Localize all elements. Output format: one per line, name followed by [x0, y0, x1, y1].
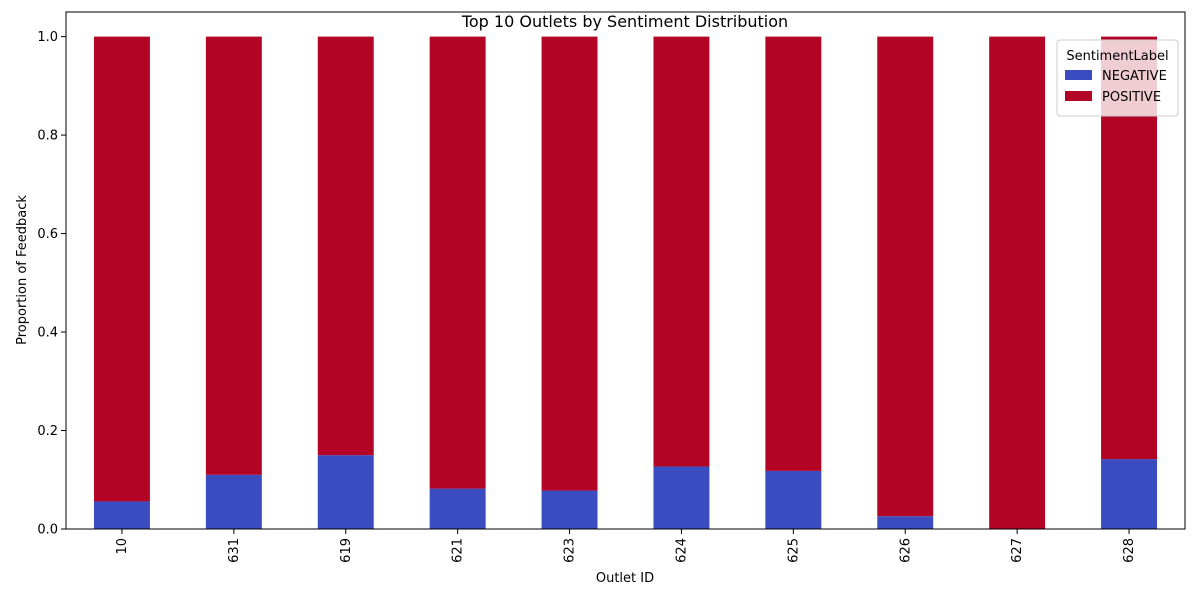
- bar-negative-10: [93, 501, 150, 529]
- bar-negative-628: [1101, 459, 1158, 529]
- bar-positive-631: [205, 36, 262, 475]
- x-tick-label: 623: [563, 538, 578, 563]
- bar-positive-625: [765, 36, 822, 471]
- bar-positive-626: [877, 36, 934, 517]
- bar-positive-627: [989, 36, 1046, 529]
- bar-negative-626: [877, 516, 934, 529]
- x-tick-label: 626: [898, 538, 913, 563]
- bars: [93, 36, 1158, 529]
- y-tick-label: 0.2: [37, 424, 58, 439]
- bar-positive-621: [429, 36, 486, 489]
- plot-frame: [65, 11, 1186, 530]
- x-tick-label: 625: [786, 538, 801, 563]
- bar-positive-619: [317, 36, 374, 456]
- y-tick-label: 0.4: [37, 326, 58, 341]
- bar-positive-624: [653, 36, 710, 467]
- bar-negative-623: [541, 490, 598, 529]
- x-tick-label: 10: [115, 538, 130, 555]
- y-axis: 0.0 0.2 0.4 0.6 0.8 1.0: [37, 30, 66, 538]
- legend-swatch-negative: [1065, 70, 1092, 80]
- x-tick-label: 628: [1122, 538, 1137, 563]
- bar-negative-619: [317, 455, 374, 529]
- legend-label-positive: POSITIVE: [1102, 90, 1161, 105]
- y-tick-label: 0.6: [37, 227, 58, 242]
- x-tick-label: 619: [339, 538, 354, 563]
- bar-positive-10: [93, 36, 150, 502]
- bar-negative-625: [765, 470, 822, 529]
- bar-positive-623: [541, 36, 598, 491]
- x-tick-label: 627: [1010, 538, 1025, 563]
- bar-negative-631: [205, 474, 262, 529]
- legend-label-negative: NEGATIVE: [1102, 69, 1167, 84]
- x-tick-label: 624: [674, 538, 689, 563]
- x-axis-label: Outlet ID: [596, 571, 654, 586]
- y-tick-label: 0.8: [37, 129, 58, 144]
- y-axis-label: Proportion of Feedback: [15, 195, 30, 345]
- x-tick-label: 621: [451, 538, 466, 563]
- bar-negative-621: [429, 488, 486, 529]
- legend-title: SentimentLabel: [1066, 49, 1168, 64]
- y-tick-label: 0.0: [37, 523, 58, 538]
- x-axis: 10 631 619 621 623 624 625 626 627 628: [115, 529, 1137, 563]
- chart-title: Top 10 Outlets by Sentiment Distribution: [461, 12, 788, 31]
- legend: SentimentLabel NEGATIVE POSITIVE: [1056, 39, 1179, 117]
- legend-swatch-positive: [1065, 91, 1092, 101]
- y-tick-label: 1.0: [37, 30, 58, 45]
- x-tick-label: 631: [227, 538, 242, 563]
- bar-negative-624: [653, 466, 710, 529]
